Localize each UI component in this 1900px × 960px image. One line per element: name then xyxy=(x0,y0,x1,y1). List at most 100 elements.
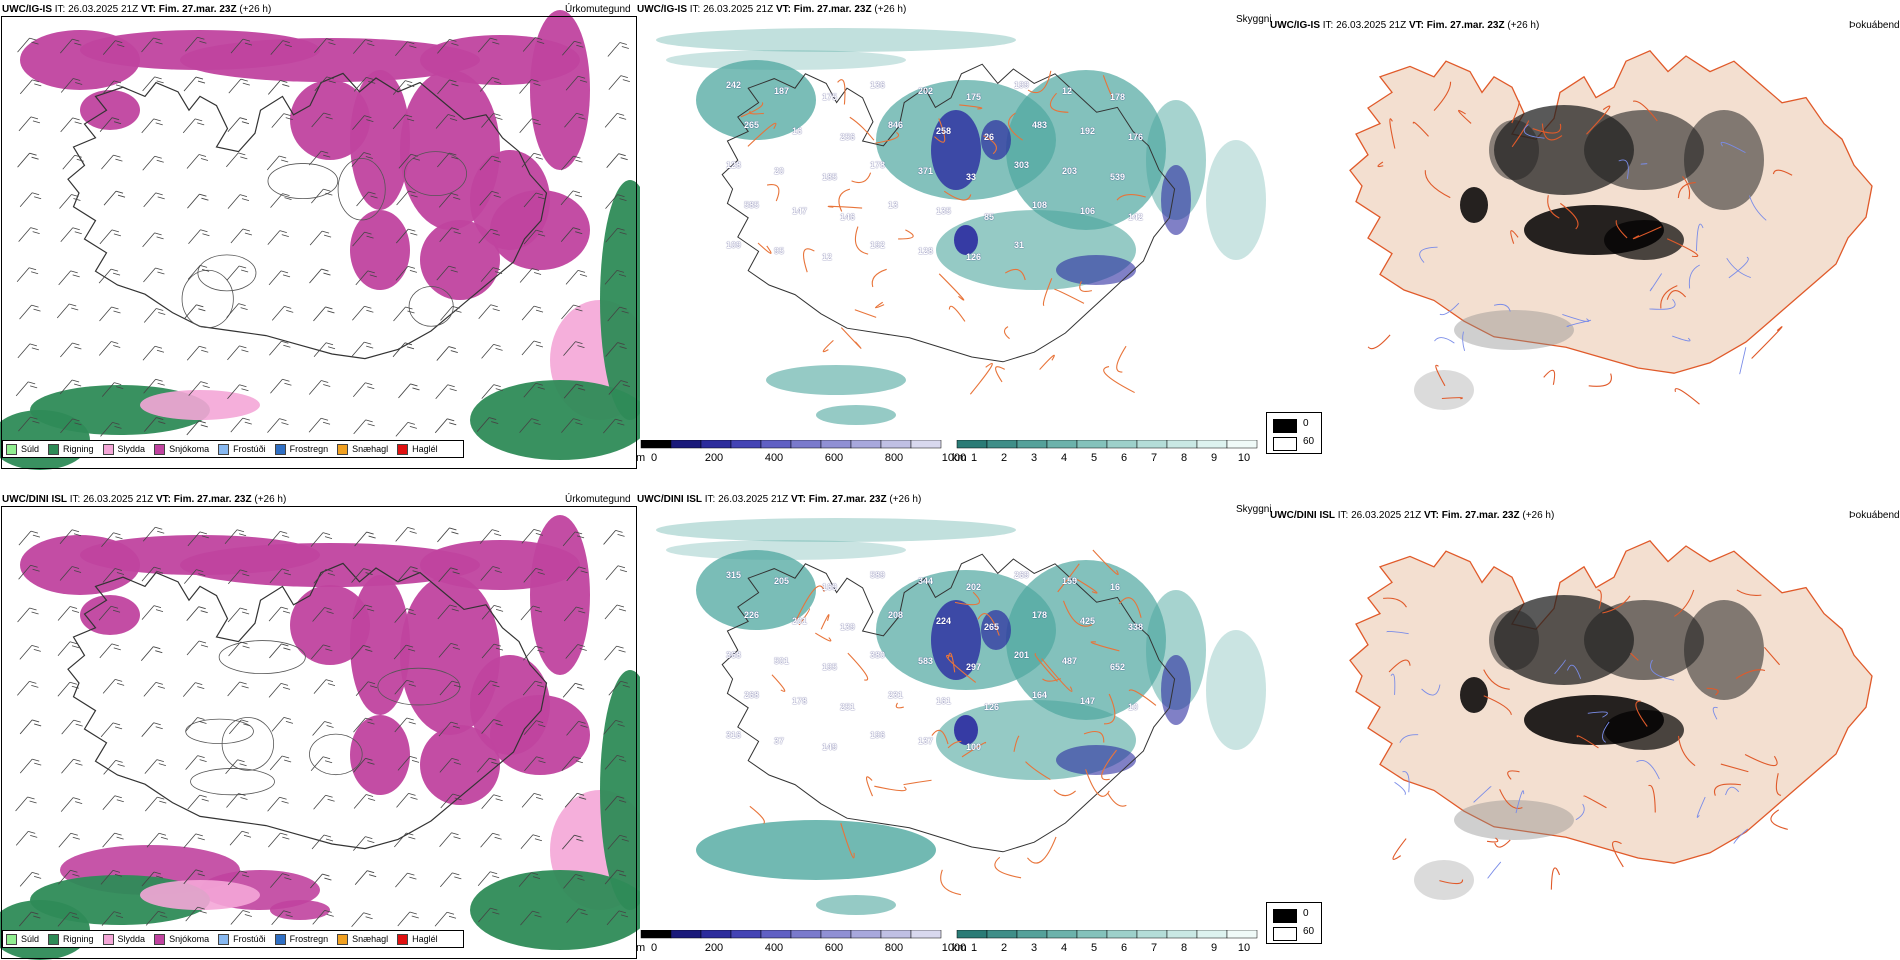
visibility-colorbar-m-ramp xyxy=(640,930,942,939)
colorbar-tick-label: 200 xyxy=(704,452,724,464)
colorbar-tick-label: 0 xyxy=(650,452,658,464)
colorbar-tick-label: 1000 xyxy=(941,452,967,464)
visibility-value-label: 338 xyxy=(1128,622,1144,632)
visibility-value-label: 201 xyxy=(1014,650,1030,660)
legend-item: Rigning xyxy=(48,933,94,945)
visibility-value-label: 20 xyxy=(774,166,785,176)
model-name: UWC/IG-IS xyxy=(2,4,52,15)
visibility-value-label: 483 xyxy=(1032,120,1048,130)
legend-label: Rigning xyxy=(63,444,94,454)
visibility-value-label: 178 xyxy=(870,160,886,170)
legend-item: Frostregn xyxy=(274,443,329,455)
visibility-value-label: 159 xyxy=(1062,576,1078,586)
valid-time-label: VT: xyxy=(1423,510,1439,521)
visibility-value-label: 135 xyxy=(936,206,952,216)
visibility-value-label: 178 xyxy=(1110,92,1126,102)
legend-item: Frostúði xyxy=(218,443,266,455)
fog-legend-label: 0 xyxy=(1303,418,1309,429)
legend-label: Rigning xyxy=(63,934,94,944)
panel-header: UWC/IG-IS IT: 26.03.2025 21Z VT: Fim. 27… xyxy=(637,4,906,15)
legend-item: Snæhagl xyxy=(337,933,388,945)
valid-time: Fim. 27.mar. 23Z xyxy=(808,494,887,505)
fog-indicator-panel: UWC/DINI ISL IT: 26.03.2025 21Z VT: Fim.… xyxy=(1264,490,1900,960)
colorbar-tick-label: 3 xyxy=(1030,942,1038,954)
fog-legend-swatch xyxy=(1273,437,1297,451)
panel-header: UWC/DINI ISL IT: 26.03.2025 21Z VT: Fim.… xyxy=(2,494,286,505)
visibility-value-label: 192 xyxy=(1080,126,1096,136)
legend-swatch xyxy=(48,933,60,945)
visibility-value-label: 126 xyxy=(984,702,1000,712)
legend-label: Frostregn xyxy=(289,934,329,944)
visibility-value-label: 368 xyxy=(726,650,742,660)
visibility-colorbar-m-unit: m xyxy=(636,942,646,954)
visibility-value-label: 487 xyxy=(1062,656,1078,666)
panel-header: UWC/IG-IS IT: 26.03.2025 21Z VT: Fim. 27… xyxy=(2,4,271,15)
visibility-value-label: 37 xyxy=(774,736,785,746)
visibility-colorbar-m-ramp xyxy=(640,440,942,449)
valid-time: Fim. 27.mar. 23Z xyxy=(158,4,237,15)
visibility-colorbar-km-ramp xyxy=(956,930,1258,939)
panel-header: UWC/DINI ISL IT: 26.03.2025 21Z VT: Fim.… xyxy=(1270,510,1554,521)
init-time-label: IT: xyxy=(1337,510,1349,521)
valid-time-label: VT: xyxy=(155,494,171,505)
visibility-value-label: 583 xyxy=(918,656,934,666)
legend-item: Snjókoma xyxy=(154,443,210,455)
legend-swatch xyxy=(48,443,60,455)
visibility-colorbar-m: m 0 200 400 600 800 1000 xyxy=(636,930,966,960)
visibility-value-label: 344 xyxy=(918,576,934,586)
model-name: UWC/DINI ISL xyxy=(1270,510,1335,521)
init-time: 26.03.2025 21Z xyxy=(1336,20,1407,31)
colorbar-tick-label: 7 xyxy=(1150,452,1158,464)
visibility-value-label: 269 xyxy=(1014,570,1030,580)
init-time: 26.03.2025 21Z xyxy=(83,494,154,505)
visibility-value-label: 175 xyxy=(822,92,838,102)
visibility-value-label: 187 xyxy=(774,86,790,96)
legend-swatch xyxy=(102,933,114,945)
legend-label: Súld xyxy=(21,444,40,454)
colorbar-tick-label: 5 xyxy=(1090,452,1098,464)
colorbar-tick-label: 400 xyxy=(764,452,784,464)
colorbar-tick-label: 9 xyxy=(1210,452,1218,464)
precip-legend: Súld Rigning Slydda Snjókoma Frostúði Frostre… xyxy=(2,440,464,458)
colorbar-tick-label: 5 xyxy=(1090,942,1098,954)
colorbar-tick-label: 7 xyxy=(1150,942,1158,954)
panel-title-precip-type: Úrkomutegund xyxy=(565,494,631,505)
legend-label: Frostregn xyxy=(289,444,329,454)
visibility-value-label: 256 xyxy=(840,132,856,142)
colorbar-tick-label: 800 xyxy=(884,452,904,464)
visibility-panel: UWC/IG-IS IT: 26.03.2025 21Z VT: Fim. 27… xyxy=(636,0,1276,470)
visibility-value-label: 16 xyxy=(1110,582,1121,592)
legend-swatch xyxy=(274,933,286,945)
legend-label: Slydda xyxy=(117,444,146,454)
visibility-value-label: 195 xyxy=(822,662,838,672)
legend-label: Snjókoma xyxy=(169,444,210,454)
visibility-value-label: 226 xyxy=(744,610,760,620)
precip-type-frame xyxy=(1,506,637,959)
visibility-value-label: 175 xyxy=(966,92,982,102)
colorbar-tick-label: 6 xyxy=(1120,452,1128,464)
visibility-panel: UWC/DINI ISL IT: 26.03.2025 21Z VT: Fim.… xyxy=(636,490,1276,960)
visibility-value-label: 589 xyxy=(870,570,886,580)
colorbar-tick-label: 4 xyxy=(1060,452,1068,464)
visibility-value-label: 380 xyxy=(870,650,886,660)
visibility-value-label: 16 xyxy=(792,126,803,136)
legend-label: Haglél xyxy=(412,934,438,944)
visibility-value-label: 33 xyxy=(966,172,977,182)
visibility-value-label: 652 xyxy=(1110,662,1126,672)
visibility-value-label: 265 xyxy=(984,622,1000,632)
init-time-label: IT: xyxy=(704,494,716,505)
visibility-value-label: 203 xyxy=(1062,166,1078,176)
legend-swatch xyxy=(6,933,17,945)
visibility-value-label: 205 xyxy=(774,576,790,586)
colorbar-tick-label: 9 xyxy=(1210,942,1218,954)
visibility-value-label: 136 xyxy=(870,80,886,90)
visibility-value-label: 371 xyxy=(918,166,934,176)
valid-time-label: VT: xyxy=(1408,20,1424,31)
visibility-value-label: 161 xyxy=(936,696,952,706)
visibility-value-label: 539 xyxy=(1110,172,1126,182)
precip-type-panel: UWC/IG-IS IT: 26.03.2025 21Z VT: Fim. 27… xyxy=(0,0,640,470)
valid-time-label: VT: xyxy=(775,4,791,15)
colorbar-tick-label: 1 xyxy=(970,452,978,464)
colorbar-tick-label: 1 xyxy=(970,942,978,954)
visibility-value-label: 12 xyxy=(822,252,833,262)
